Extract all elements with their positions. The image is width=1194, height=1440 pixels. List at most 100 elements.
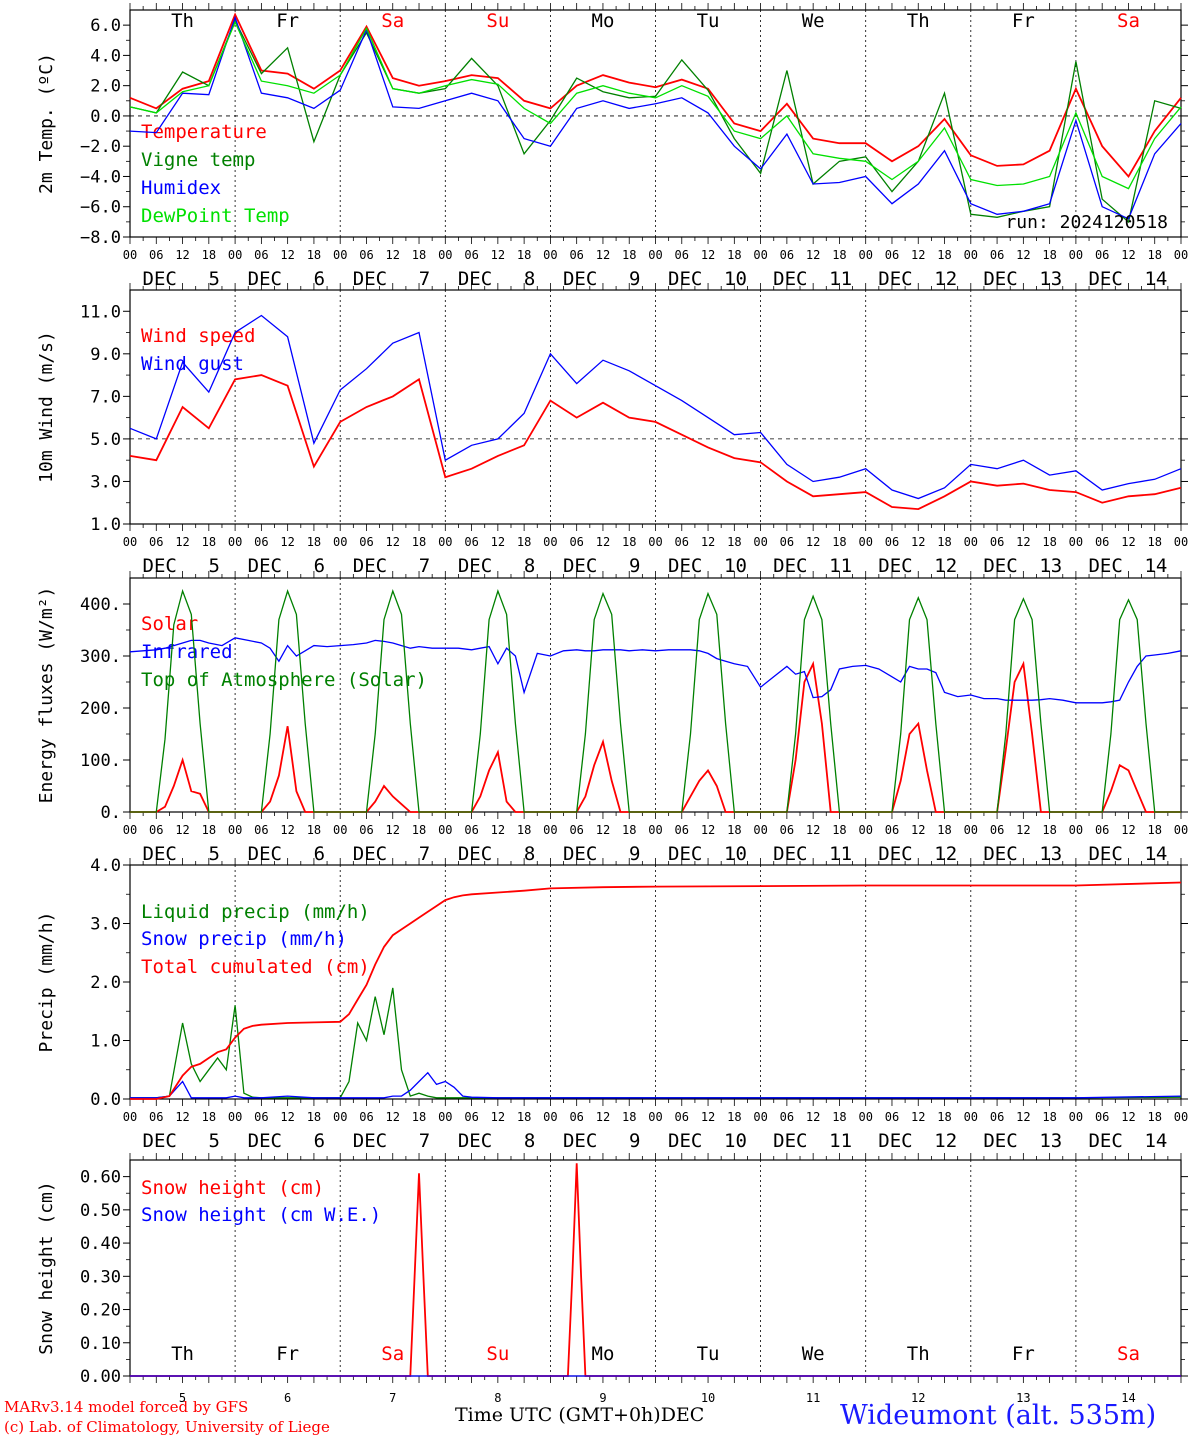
- day-label-number: 6: [314, 268, 325, 290]
- weekday-label: Su: [486, 10, 509, 32]
- hour-tick-label: 18: [832, 1110, 846, 1124]
- hour-tick-label: 12: [911, 823, 925, 837]
- hour-tick-label: 18: [412, 248, 426, 262]
- weekday-label: Fr: [276, 1343, 299, 1365]
- legend-entry: Snow precip (mm/h): [141, 928, 347, 950]
- series-line-dewpoint-temp: [129, 20, 1182, 190]
- hour-tick-label: 00: [228, 823, 242, 837]
- hour-tick-label: 18: [622, 1110, 636, 1124]
- day-label-month: DEC: [668, 843, 702, 865]
- day-label-number: 14: [1144, 555, 1167, 577]
- hour-tick-label: 18: [307, 823, 321, 837]
- hour-tick-label: 00: [1174, 248, 1188, 262]
- hour-tick-label: 12: [175, 1110, 189, 1124]
- hour-tick-label: 00: [123, 823, 137, 837]
- hour-tick-label: 12: [701, 535, 715, 549]
- hour-tick-label: 18: [727, 535, 741, 549]
- hour-tick-label: 18: [1147, 248, 1161, 262]
- hour-tick-label: 06: [675, 823, 689, 837]
- hour-tick-label: 12: [806, 823, 820, 837]
- hour-tick-label: 12: [701, 1110, 715, 1124]
- hour-tick-label: 00: [858, 823, 872, 837]
- hour-tick-label: 12: [1121, 823, 1135, 837]
- day-label-month: DEC: [878, 1130, 912, 1152]
- day-label-number: 11: [829, 268, 852, 290]
- day-label-number: 14: [1144, 843, 1167, 865]
- hour-tick-label: 12: [596, 1110, 610, 1124]
- hour-tick-label: 00: [333, 535, 347, 549]
- hour-tick-label: 06: [254, 823, 268, 837]
- hour-tick-label: 18: [1042, 535, 1056, 549]
- y-tick-label: 300.: [80, 647, 121, 667]
- hour-tick-label: 06: [990, 248, 1004, 262]
- day-label-month: DEC: [983, 1130, 1017, 1152]
- legend-entry: Wind speed: [141, 325, 255, 347]
- hour-tick-label: 00: [543, 823, 557, 837]
- panel-4: 4.0 3.0 2.0 1.0 0.0 Precip (mm/h) Liquid preci…: [36, 856, 1188, 1152]
- hour-tick-label: 12: [596, 823, 610, 837]
- day-label-month: DEC: [983, 268, 1017, 290]
- hour-tick-label: 00: [753, 535, 767, 549]
- day-label-number: 8: [524, 843, 535, 865]
- hour-tick-label: 06: [149, 1110, 163, 1124]
- day-label-month: DEC: [878, 555, 912, 577]
- day-number-label: 7: [389, 1391, 396, 1405]
- day-label-number: 9: [629, 268, 640, 290]
- hour-tick-label: 12: [1016, 535, 1030, 549]
- y-tick-label: 1.0: [90, 515, 121, 535]
- day-label-month: DEC: [668, 268, 702, 290]
- hour-tick-label: 06: [885, 823, 899, 837]
- hour-tick-label: 18: [937, 1110, 951, 1124]
- hour-tick-label: 06: [990, 535, 1004, 549]
- plot-frame: [129, 9, 1182, 238]
- hour-tick-label: 00: [333, 1110, 347, 1124]
- day-label-month: DEC: [563, 268, 597, 290]
- hour-tick-label: 06: [464, 823, 478, 837]
- day-label-month: DEC: [353, 555, 387, 577]
- hour-tick-label: 12: [491, 1110, 505, 1124]
- hour-tick-label: 18: [202, 823, 216, 837]
- y-tick-label: −2.0: [80, 137, 121, 157]
- day-label-number: 14: [1144, 1130, 1167, 1152]
- day-label-number: 12: [934, 1130, 957, 1152]
- hour-tick-label: 06: [885, 248, 899, 262]
- day-label-month: DEC: [773, 843, 807, 865]
- weekday-label: Mo: [592, 1343, 615, 1365]
- hour-tick-label: 18: [517, 1110, 531, 1124]
- day-label-month: DEC: [563, 1130, 597, 1152]
- hour-tick-label: 18: [307, 1110, 321, 1124]
- hour-tick-label: 06: [885, 1110, 899, 1124]
- y-tick-label: 3.0: [90, 472, 121, 492]
- hour-tick-label: 06: [990, 1110, 1004, 1124]
- hour-tick-label: 00: [438, 823, 452, 837]
- weekday-label: Sa: [381, 1343, 404, 1365]
- x-axis-title-text: Time UTC (GMT+0h): [455, 1404, 661, 1426]
- hour-tick-label: 06: [569, 823, 583, 837]
- day-label-month: DEC: [563, 843, 597, 865]
- hour-tick-label: 12: [175, 823, 189, 837]
- y-tick-label: 0.10: [80, 1334, 121, 1354]
- day-label-number: 13: [1039, 268, 1062, 290]
- y-tick-label: 0.: [101, 803, 121, 823]
- hour-tick-label: 18: [307, 248, 321, 262]
- hour-tick-label: 06: [359, 1110, 373, 1124]
- day-label-number: 9: [629, 555, 640, 577]
- hour-tick-label: 18: [727, 823, 741, 837]
- hour-tick-label: 06: [569, 535, 583, 549]
- legend-entry: Infrared: [141, 641, 233, 663]
- x-axis-month: DEC: [660, 1404, 705, 1426]
- hour-tick-label: 18: [1042, 823, 1056, 837]
- series-line-top-of-atmosphere-solar-: [130, 588, 1181, 813]
- hour-tick-label: 18: [1042, 248, 1056, 262]
- y-axis-label: Energy fluxes (W/m²): [36, 587, 57, 804]
- hour-tick-label: 18: [727, 1110, 741, 1124]
- y-tick-label: −6.0: [80, 198, 121, 218]
- y-tick-label: 4.0: [90, 46, 121, 66]
- hour-tick-label: 18: [517, 535, 531, 549]
- day-label-month: DEC: [878, 843, 912, 865]
- hour-tick-label: 12: [1121, 248, 1135, 262]
- day-label-number: 10: [724, 1130, 747, 1152]
- y-tick-label: 0.50: [80, 1201, 121, 1221]
- legend-entry: Solar: [141, 613, 198, 635]
